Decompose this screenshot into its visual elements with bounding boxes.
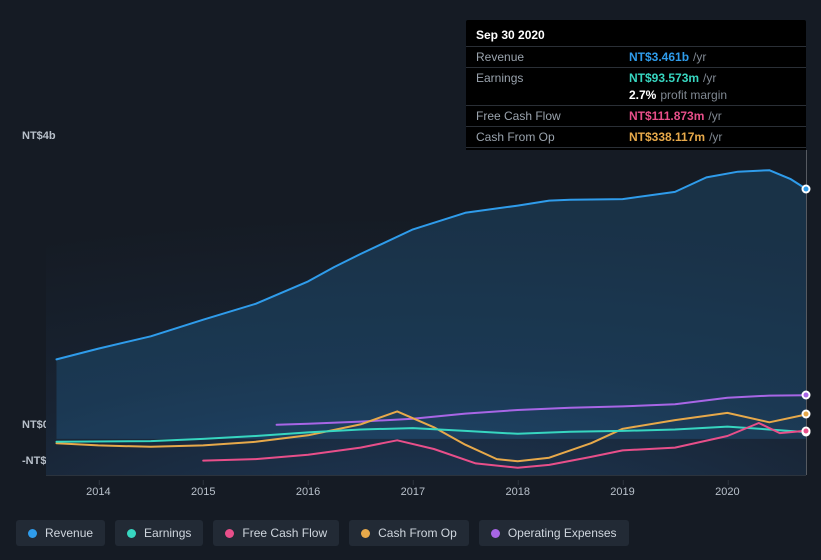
chart-svg (46, 150, 806, 475)
legend-swatch (491, 529, 500, 538)
legend-item[interactable]: Cash From Op (349, 520, 469, 546)
tooltip-row-value: NT$93.573m/yr (619, 68, 806, 89)
tooltip-row: Free Cash FlowNT$111.873m/yr (466, 106, 806, 127)
gridline (46, 475, 806, 476)
x-axis-label: 2015 (191, 486, 215, 498)
tooltip-margin-row: 2.7% profit margin (466, 88, 806, 106)
legend-item[interactable]: Revenue (16, 520, 105, 546)
series-area-revenue (57, 170, 807, 439)
tooltip-row-label: Revenue (466, 47, 619, 68)
legend-swatch (28, 529, 37, 538)
legend-label: Operating Expenses (508, 526, 617, 540)
series-endpoint-fcf (802, 426, 811, 435)
legend-label: Cash From Op (378, 526, 457, 540)
tooltip-row: Cash From OpNT$338.117m/yr (466, 127, 806, 148)
legend-item[interactable]: Free Cash Flow (213, 520, 339, 546)
y-axis-label: NT$4b (22, 130, 56, 142)
tooltip-row-label: Cash From Op (466, 127, 619, 148)
x-axis-label: 2017 (401, 486, 425, 498)
legend-item[interactable]: Earnings (115, 520, 203, 546)
tooltip-row-value: NT$3.461b/yr (619, 47, 806, 68)
tooltip-margin-label: profit margin (660, 88, 727, 102)
tooltip-row-label: Free Cash Flow (466, 106, 619, 127)
legend-swatch (361, 529, 370, 538)
legend: Revenue Earnings Free Cash Flow Cash From O… (16, 520, 629, 546)
legend-swatch (127, 529, 136, 538)
chart-area: NT$4bNT$0-NT$500m 2014201520162017201820… (16, 150, 806, 510)
legend-swatch (225, 529, 234, 538)
tooltip-date: Sep 30 2020 (466, 24, 806, 46)
y-axis-label: NT$0 (22, 419, 49, 431)
x-axis-label: 2019 (610, 486, 634, 498)
tooltip-row-value: NT$111.873m/yr (619, 106, 806, 127)
x-axis-label: 2014 (86, 486, 110, 498)
x-axis: 2014 2015 2016 2017 2018 2019 2020 (46, 480, 806, 500)
tooltip-row-label: Earnings (466, 68, 619, 89)
tooltip-row: EarningsNT$93.573m/yr (466, 68, 806, 89)
series-endpoint-revenue (802, 184, 811, 193)
series-endpoint-opex (802, 391, 811, 400)
tooltip-row-value: NT$338.117m/yr (619, 127, 806, 148)
chart-stage: Sep 30 2020 RevenueNT$3.461b/yrEarningsN… (0, 0, 821, 560)
legend-item[interactable]: Operating Expenses (479, 520, 629, 546)
tooltip-margin-value: 2.7% (629, 88, 656, 102)
x-axis-label: 2020 (715, 486, 739, 498)
legend-label: Revenue (45, 526, 93, 540)
x-axis-label: 2016 (296, 486, 320, 498)
x-axis-label: 2018 (505, 486, 529, 498)
legend-label: Earnings (144, 526, 191, 540)
legend-label: Free Cash Flow (242, 526, 327, 540)
plot-area[interactable] (46, 150, 806, 475)
series-endpoint-cashop (802, 410, 811, 419)
tooltip-row: RevenueNT$3.461b/yr (466, 47, 806, 68)
